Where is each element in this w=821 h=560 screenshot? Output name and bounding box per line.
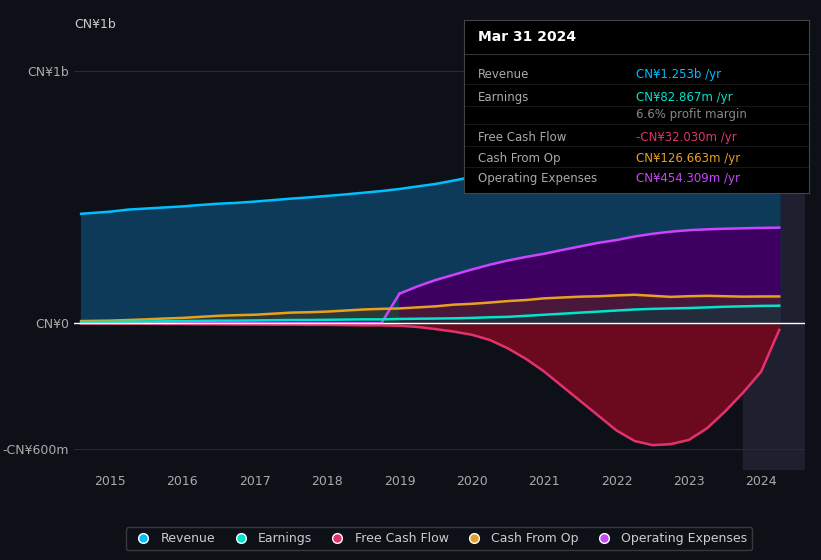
Text: Earnings: Earnings [478,91,529,104]
Text: CN¥1.253b /yr: CN¥1.253b /yr [636,68,722,81]
Text: 6.6% profit margin: 6.6% profit margin [636,108,747,121]
Text: CN¥454.309m /yr: CN¥454.309m /yr [636,172,741,185]
Text: Mar 31 2024: Mar 31 2024 [478,30,576,44]
Bar [743,39,805,470]
Legend: Revenue, Earnings, Free Cash Flow, Cash From Op, Operating Expenses: Revenue, Earnings, Free Cash Flow, Cash … [126,528,753,550]
Text: -CN¥32.030m /yr: -CN¥32.030m /yr [636,130,737,144]
Text: CN¥126.663m /yr: CN¥126.663m /yr [636,152,741,165]
Text: CN¥1b: CN¥1b [74,17,116,31]
Text: Operating Expenses: Operating Expenses [478,172,597,185]
Text: Revenue: Revenue [478,68,529,81]
Text: Cash From Op: Cash From Op [478,152,560,165]
Text: CN¥82.867m /yr: CN¥82.867m /yr [636,91,733,104]
Text: Free Cash Flow: Free Cash Flow [478,130,566,144]
